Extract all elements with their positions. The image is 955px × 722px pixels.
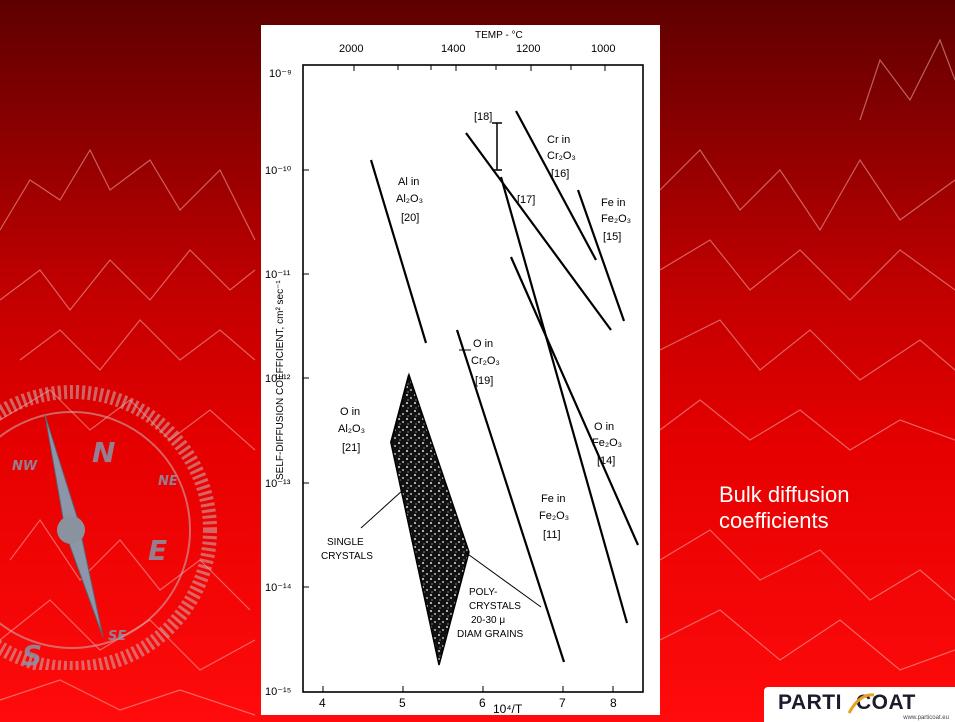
- y-tick-1e-9: 10⁻⁹: [269, 68, 292, 80]
- particoat-logo: PARTI COAT www.particoat.eu: [764, 687, 955, 722]
- label-fe-in-b: Fe in: [541, 493, 565, 505]
- x-axis-title: 10⁴/T: [493, 702, 523, 715]
- label-fe-in-a: Fe in: [601, 197, 625, 209]
- label-cr2o3-b: Cr₂O₃: [471, 355, 500, 367]
- compass-nw: NW: [12, 459, 38, 474]
- diffusion-plot: TEMP - °C 2000 1400 1200 1000 1: [265, 30, 644, 715]
- line-o-in-cr2o3: [455, 329, 566, 663]
- logo-text-b: COAT: [855, 691, 916, 714]
- label-crystals: CRYSTALS: [321, 551, 373, 562]
- line-al-in-al2o3: [369, 159, 428, 344]
- label-ref15: [15]: [603, 231, 621, 243]
- x-tick-5: 5: [399, 696, 406, 710]
- slide-caption: Bulk diffusion coefficients: [719, 482, 849, 534]
- diffusion-figure: TEMP - °C 2000 1400 1200 1000 1: [261, 25, 660, 715]
- compass-rose-decoration: N S E NW NE SE: [0, 385, 217, 670]
- label-crystals2: CRYSTALS: [469, 601, 521, 612]
- x-tick-7: 7: [559, 696, 566, 710]
- y-tick-1e-13: 10⁻¹³: [265, 478, 291, 490]
- label-fe2o3-a: Fe₂O₃: [601, 213, 631, 225]
- compass-ne: NE: [158, 474, 178, 489]
- label-al-in: Al in: [398, 176, 419, 188]
- label-o-in-al: O in: [340, 406, 360, 418]
- caption-line-2: coefficients: [719, 508, 829, 533]
- label-fe2o3-c: Fe₂O₃: [539, 510, 569, 522]
- y-axis-title: SELF-DIFFUSION COEFFICIENT, cm² sec⁻¹: [275, 280, 286, 480]
- label-o-in-cr: O in: [473, 338, 493, 350]
- top-tick-1000: 1000: [591, 43, 615, 55]
- label-ref20: [20]: [401, 212, 419, 224]
- label-al2o3-b: Al₂O₃: [338, 423, 365, 435]
- label-al2o3-a: Al₂O₃: [396, 193, 423, 205]
- label-poly: POLY-: [469, 587, 497, 598]
- top-tick-1200: 1200: [516, 43, 540, 55]
- label-ref18: [18]: [474, 111, 492, 123]
- y-tick-1e-15: 10⁻¹⁵: [265, 686, 291, 698]
- label-o-in-fe: O in: [594, 421, 614, 433]
- label-grains2: DIAM GRAINS: [457, 629, 523, 640]
- label-cr2o3: Cr₂O₃: [547, 150, 576, 162]
- label-ref11: [11]: [543, 529, 561, 541]
- x-tick-4: 4: [319, 696, 326, 710]
- o-in-al2o3-region: [390, 372, 470, 666]
- line-cr-in-cr2o3-18: [465, 132, 612, 331]
- top-tick-1400: 1400: [441, 43, 465, 55]
- label-ref19: [19]: [475, 375, 493, 387]
- top-tick-2000: 2000: [339, 43, 363, 55]
- x-tick-6: 6: [479, 696, 486, 710]
- label-ref17: [17]: [517, 194, 535, 206]
- line-cr-in-cr2o3-16: [515, 110, 597, 261]
- compass-n: N: [92, 436, 115, 469]
- logo-wordmark: PARTI COAT: [778, 691, 916, 715]
- compass-s: S: [22, 639, 42, 670]
- top-axis-title: TEMP - °C: [475, 30, 523, 41]
- logo-url: www.particoat.eu: [903, 715, 949, 721]
- label-single: SINGLE: [327, 537, 364, 548]
- logo-swoosh-icon: [847, 693, 875, 714]
- line-fe-in-fe2o3-17: [499, 176, 629, 624]
- y-tick-1e-11: 10⁻¹¹: [265, 269, 291, 281]
- caption-line-1: Bulk diffusion: [719, 482, 850, 507]
- compass-se: SE: [108, 629, 126, 644]
- label-cr-in: Cr in: [547, 134, 570, 146]
- logo-text-a: PARTI: [778, 691, 842, 714]
- line-fe-in-fe2o3-15: [576, 189, 626, 322]
- y-tick-1e-14: 10⁻¹⁴: [265, 582, 292, 594]
- x-tick-8: 8: [610, 696, 617, 710]
- y-tick-1e-10: 10⁻¹⁰: [265, 165, 292, 177]
- line-o-in-fe2o3: [509, 256, 640, 546]
- label-fe2o3-b: Fe₂O₃: [592, 437, 622, 449]
- label-grains1: 20-30 μ: [471, 615, 505, 626]
- compass-e: E: [148, 534, 167, 567]
- label-ref14: [14]: [597, 455, 615, 467]
- y-tick-1e-12: 10⁻¹²: [265, 373, 291, 385]
- label-ref21: [21]: [342, 442, 360, 454]
- label-ref16: [16]: [551, 168, 569, 180]
